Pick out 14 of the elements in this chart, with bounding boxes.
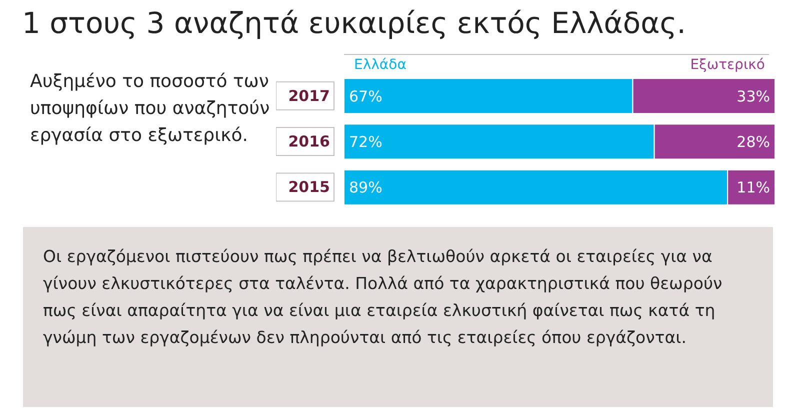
y-tick-label: 2015 xyxy=(288,178,330,196)
text: Οι εργαζόμενοι πιστεύουν πως πρέπει να βελτιωθούν αρκετά οι εταιρείες για να γίνουν ελκυστικότερες στα ταλέντα. Πολλά από τα χαρακτηριστικά που θεωρούν πως είναι απαραίτητα για να είναι μια εταιρεία ελκυστική φαίνεται πως κατά τη γνώμη των εργαζομένων δεν πληρούνται από τις εταιρείες όπου εργάζονται. xyxy=(23,227,773,407)
data-label: 72% xyxy=(349,132,382,151)
data-label: 89% xyxy=(349,178,382,197)
data-label: 67% xyxy=(349,87,382,106)
data-label: 28% xyxy=(736,132,770,151)
chart-title: 1 στους 3 αναζητά ευκαιρίες εκτός Ελλάδας. xyxy=(22,6,686,40)
series-label: Ελλάδα xyxy=(354,57,406,73)
y-tick-label: 2017 xyxy=(288,86,330,105)
data-label: 33% xyxy=(736,87,770,106)
series-label: Εξωτερικό xyxy=(690,57,765,73)
y-tick-label: 2016 xyxy=(288,132,330,150)
data-label: 11% xyxy=(736,178,770,197)
text: Αυξημένο το ποσοστό των υποψηφίων που αναζητούν εργασία στο εξωτερικό. xyxy=(30,70,271,148)
